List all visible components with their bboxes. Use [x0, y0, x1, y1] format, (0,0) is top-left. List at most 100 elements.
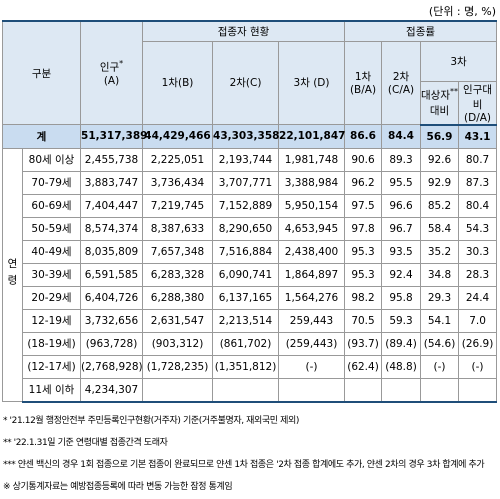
cell: 43.1	[458, 124, 498, 149]
cell: 30.3	[458, 239, 498, 264]
cell: 86.6	[344, 124, 383, 149]
header-text: 1차(B)	[161, 77, 194, 90]
cell: 6,137,165	[212, 285, 280, 310]
cell: 51,317,389	[80, 124, 147, 149]
cell: 1,864,897	[278, 262, 346, 287]
cell: 95.5	[381, 170, 422, 195]
cell: 87.3	[458, 170, 498, 195]
cell: 2,455,738	[80, 147, 144, 172]
cell: 2,631,547	[142, 308, 214, 333]
cell: 80.4	[458, 193, 498, 218]
data-row: 40-49세 8,035,809 7,657,348 7,516,884 2,438,4…	[3, 239, 498, 264]
cell: (93.7)	[344, 331, 383, 356]
cell: 58.4	[420, 216, 460, 241]
cell: 59.3	[381, 308, 422, 333]
cell: 6,090,741	[212, 262, 280, 287]
cell: 7,152,889	[212, 193, 280, 218]
cell: 6,288,380	[142, 285, 214, 310]
header-cell: 2차(C)	[212, 40, 280, 125]
header-text: 3차	[450, 55, 467, 68]
total-row: 계 51,317,389 44,429,466 43,303,358 22,101,84…	[1, 124, 498, 149]
footnotes: * '21.12월 행정안전부 주민등록인구현황(거주자) 기준(거주불명자, …	[3, 410, 498, 498]
header-cell: 접종자 현황	[142, 20, 346, 42]
cell: 54.3	[458, 216, 498, 241]
data-row: (18-19세) (963,728) (903,312) (861,702) (259,…	[3, 331, 498, 356]
cell: (48.8)	[381, 354, 422, 379]
cell: 80.7	[458, 147, 498, 172]
header-text: (B/A)	[349, 84, 377, 97]
cell	[381, 377, 422, 403]
header-text: 구분	[31, 67, 52, 80]
row-label: (12-17세)	[21, 354, 82, 379]
header-text: (D/A)	[464, 111, 492, 124]
row-label: 11세 이하	[21, 377, 82, 403]
data-row: (12-17세) (2,768,928) (1,728,235) (1,351,812…	[3, 354, 498, 379]
header-cell: 1차 (B/A)	[344, 40, 383, 125]
cell: 34.8	[420, 262, 460, 287]
cell: 1,564,276	[278, 285, 346, 310]
cell: (861,702)	[212, 331, 280, 356]
cell: 95.3	[344, 262, 383, 287]
cell: 8,574,374	[80, 216, 144, 241]
group-label: 연령	[2, 147, 23, 402]
cell: (1,351,812)	[212, 354, 280, 379]
header-text: 인구	[99, 61, 120, 74]
header-mark: **	[450, 87, 458, 97]
cell: 96.6	[381, 193, 422, 218]
data-row: 20-29세 6,404,726 6,288,380 6,137,165 1,564,2…	[3, 285, 498, 310]
row-label: (18-19세)	[21, 331, 82, 356]
table-header: 구분 인구* (A) 접종자 현황 접종률 1차(B) 2차(C) 3차 (D) …	[1, 20, 498, 126]
header-cell: 3차 (D)	[278, 40, 346, 125]
cell: 8,290,650	[212, 216, 280, 241]
footnote: ※ 상기통계자료는 예방접종등록에 따라 변동 가능한 잠정 통계임	[3, 482, 233, 492]
cell: 3,883,747	[80, 170, 144, 195]
cell: 8,035,809	[80, 239, 144, 264]
cell: 97.8	[344, 216, 383, 241]
row-label: 40-49세	[21, 239, 82, 264]
cell: 84.4	[381, 124, 422, 149]
cell: (62.4)	[344, 354, 383, 379]
data-row: 60-69세 7,404,447 7,219,745 7,152,889 5,950,1…	[3, 193, 498, 218]
footnote: *** 얀센 백신의 경우 1회 접종으로 기본 접종이 완료되므로 얀센 1차…	[3, 460, 485, 470]
cell: 96.2	[344, 170, 383, 195]
footnote: ** '22.1.31일 기준 연령대별 접종간격 도래자	[3, 438, 168, 448]
cell: 43,303,358	[212, 124, 279, 149]
cell: 259,443	[278, 308, 346, 333]
header-cell: 인구* (A)	[80, 20, 144, 125]
header-text: 2차	[392, 71, 410, 84]
header-cell: 1차(B)	[142, 40, 214, 125]
cell: 54.1	[420, 308, 460, 333]
vaccination-table: 구분 인구* (A) 접종자 현황 접종률 1차(B) 2차(C) 3차 (D) …	[1, 20, 498, 403]
row-label: 70-79세	[21, 170, 82, 195]
cell: (259,443)	[278, 331, 346, 356]
data-row: 30-39세 6,591,585 6,283,328 6,090,741 1,864,8…	[3, 262, 498, 287]
cell: 3,732,656	[80, 308, 144, 333]
header-text: (A)	[103, 74, 120, 87]
row-label: 60-69세	[21, 193, 82, 218]
cell: 3,388,984	[278, 170, 346, 195]
header-cell: 인구대비 (D/A)	[458, 80, 498, 126]
cell: 7.0	[458, 308, 498, 333]
cell	[458, 377, 498, 403]
footnote: * '21.12월 행정안전부 주민등록인구현황(거주자) 기준(거주불명자, …	[3, 416, 300, 426]
cell: 5,950,154	[278, 193, 346, 218]
cell: 6,404,726	[80, 285, 144, 310]
cell: 93.5	[381, 239, 422, 264]
cell: 1,981,748	[278, 147, 346, 172]
cell: 92.4	[381, 262, 422, 287]
cell: 8,387,633	[142, 216, 214, 241]
data-row: 50-59세 8,574,374 8,387,633 8,290,650 4,653,9…	[3, 216, 498, 241]
cell: 2,193,744	[212, 147, 280, 172]
row-label: 30-39세	[21, 262, 82, 287]
cell: 92.9	[420, 170, 460, 195]
cell: 4,234,307	[80, 377, 144, 403]
header-cell: 접종률	[344, 20, 498, 42]
cell: 7,219,745	[142, 193, 214, 218]
cell: 2,225,051	[142, 147, 214, 172]
header-cell: 구분	[1, 20, 82, 125]
cell: 98.2	[344, 285, 383, 310]
header-text: 인구대비	[463, 83, 493, 111]
cell: 24.4	[458, 285, 498, 310]
cell: (26.9)	[458, 331, 498, 356]
